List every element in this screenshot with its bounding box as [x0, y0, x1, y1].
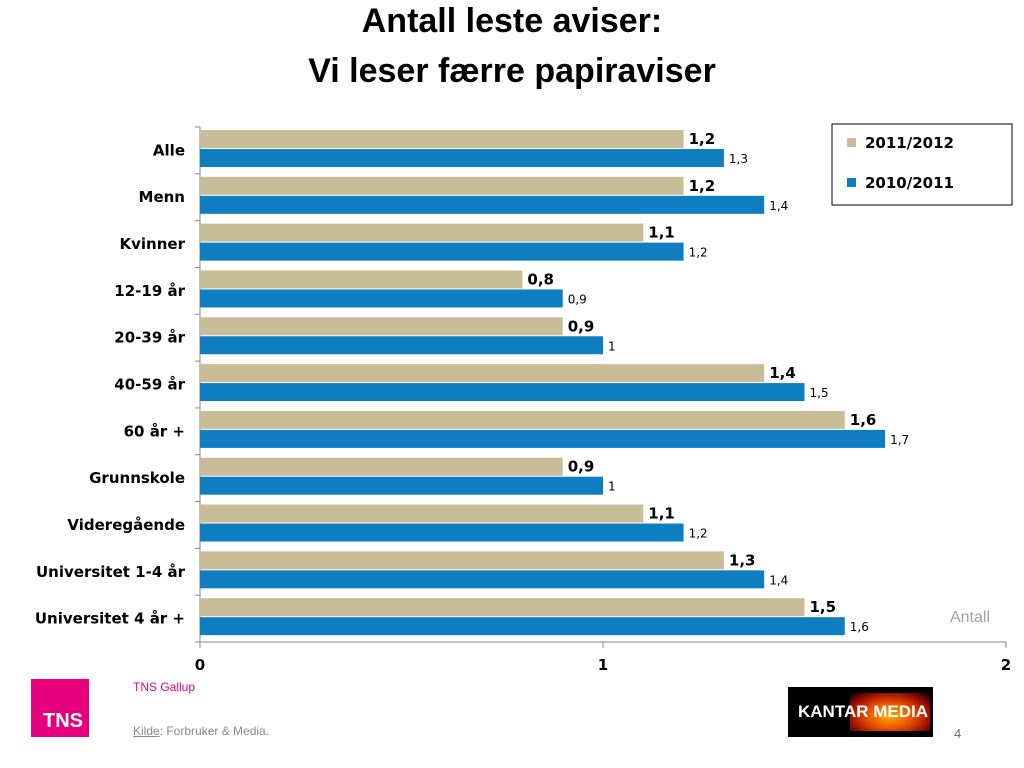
data-label-2011-2012: 1,4	[769, 364, 796, 382]
bar-2010-2011	[200, 289, 563, 308]
bar-2010-2011	[200, 383, 805, 402]
bar-2010-2011	[200, 242, 684, 261]
unit-label: Antall	[950, 609, 990, 626]
category-label: Grunnskole	[89, 469, 185, 487]
legend-swatch	[847, 178, 856, 187]
kantar-media-logo: KANTAR MEDIA	[788, 687, 933, 737]
bar-2011-2012	[200, 457, 563, 476]
tns-logo: TNS	[31, 679, 89, 737]
data-label-2010-2011: 1,5	[810, 386, 829, 400]
bar-2010-2011	[200, 617, 845, 636]
bar-2011-2012	[200, 504, 644, 523]
bar-2010-2011	[200, 336, 603, 355]
bar-2010-2011	[200, 476, 603, 495]
data-label-2010-2011: 0,9	[568, 292, 587, 306]
bar-2010-2011	[200, 429, 886, 448]
category-label: Universitet 4 år +	[35, 610, 185, 628]
category-label: 40-59 år	[114, 376, 185, 394]
category-label: Universitet 1-4 år	[36, 563, 186, 581]
bar-2011-2012	[200, 364, 765, 383]
company-name: TNS Gallup	[133, 680, 196, 694]
data-label-2011-2012: 0,9	[568, 317, 595, 335]
category-label: Kvinner	[120, 235, 186, 253]
category-label: Menn	[139, 188, 185, 206]
legend-label: 2010/2011	[865, 174, 954, 192]
category-label: 60 år +	[124, 422, 185, 440]
x-tick-label: 0	[195, 656, 205, 674]
bar-2011-2012	[200, 410, 845, 429]
x-tick-label: 1	[598, 656, 608, 674]
bar-2010-2011	[200, 195, 765, 214]
data-label-2010-2011: 1,7	[890, 433, 909, 447]
data-label-2011-2012: 1,1	[648, 224, 675, 242]
source-text: : Forbruker & Media.	[159, 724, 270, 738]
category-label: 20-39 år	[114, 329, 185, 347]
data-label-2011-2012: 1,3	[729, 551, 756, 569]
bar-2011-2012	[200, 317, 563, 336]
legend-label: 2011/2012	[865, 134, 954, 152]
data-label-2010-2011: 1,2	[689, 527, 708, 541]
data-label-2011-2012: 0,9	[568, 458, 595, 476]
bar-2011-2012	[200, 598, 805, 617]
data-label-2011-2012: 1,6	[850, 411, 877, 429]
legend-swatch	[847, 138, 856, 147]
category-label: Alle	[153, 141, 185, 159]
data-label-2011-2012: 1,5	[810, 598, 837, 616]
bar-2011-2012	[200, 270, 523, 289]
source-label: Kilde	[133, 724, 160, 738]
bar-2010-2011	[200, 149, 724, 167]
data-label-2011-2012: 1,1	[648, 505, 675, 523]
data-label-2010-2011: 1	[608, 339, 616, 353]
page-title-line-1: Antall leste aviser:	[361, 2, 663, 40]
data-label-2010-2011: 1,2	[689, 246, 708, 260]
category-label: Videregående	[67, 516, 185, 534]
data-label-2010-2011: 1,4	[769, 573, 788, 587]
bar-2011-2012	[200, 176, 684, 195]
page-number: 4	[954, 726, 962, 741]
data-label-2010-2011: 1,3	[729, 152, 748, 166]
bar-2011-2012	[200, 551, 724, 570]
category-label: 12-19 år	[114, 282, 185, 300]
legend-box	[831, 123, 1013, 206]
data-label-2011-2012: 1,2	[689, 130, 716, 148]
x-tick-label: 2	[1001, 656, 1011, 674]
bar-2011-2012	[200, 223, 644, 242]
bar-2010-2011	[200, 523, 684, 542]
data-label-2010-2011: 1,6	[850, 620, 869, 634]
data-label-2010-2011: 1	[608, 480, 616, 494]
data-label-2010-2011: 1,4	[769, 199, 788, 213]
bar-2011-2012	[200, 130, 684, 148]
data-label-2011-2012: 0,8	[527, 270, 554, 288]
bar-2010-2011	[200, 570, 765, 589]
page-title-line-2: Vi leser færre papiraviser	[308, 52, 716, 90]
source-note: Kilde: Forbruker & Media.	[133, 724, 269, 738]
data-label-2011-2012: 1,2	[689, 177, 716, 195]
